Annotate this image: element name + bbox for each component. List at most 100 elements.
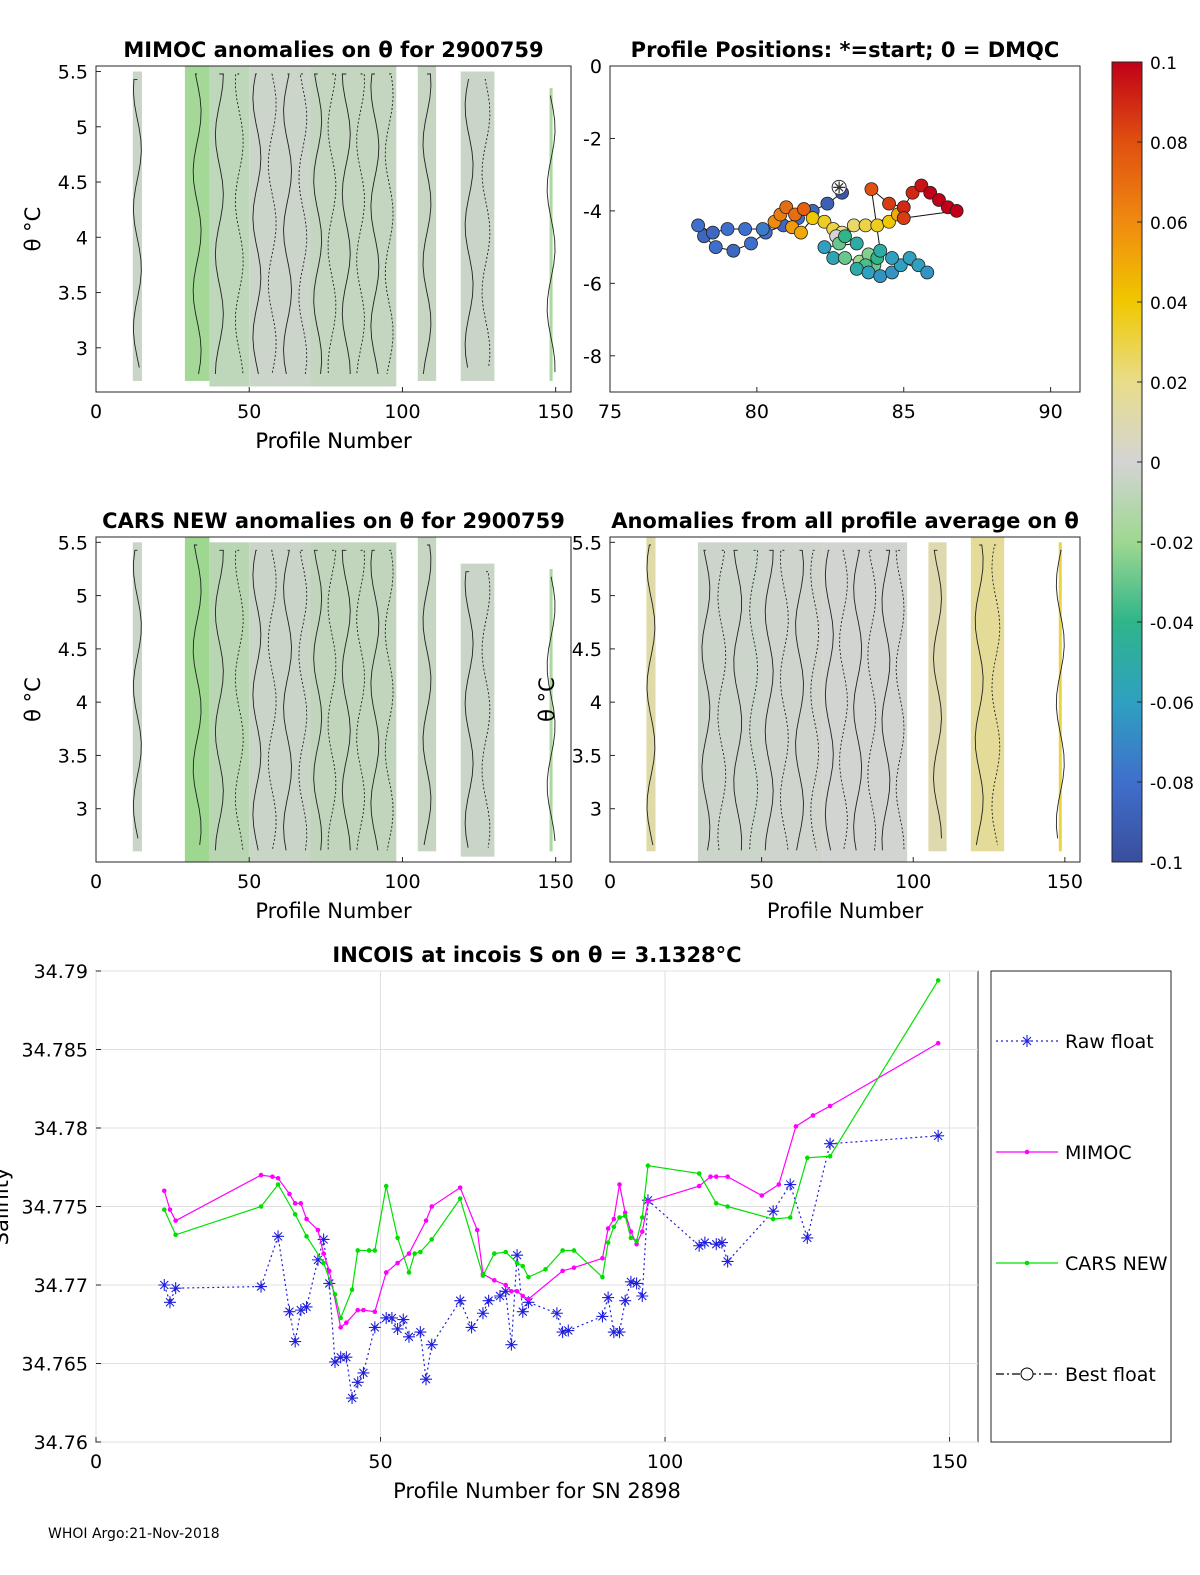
cars-contour-line (341, 549, 351, 851)
colorbar-tick-label: 0.1 (1150, 54, 1177, 74)
colorbar-tick-label: -0.04 (1150, 614, 1194, 634)
cars-ytick-label: 5 (76, 586, 88, 608)
cars-ytick-label: 3 (76, 799, 88, 821)
mimoc-ytick-label: 4.5 (58, 172, 88, 194)
cars-contour-line (234, 549, 244, 851)
mimoc-contour-line (356, 73, 365, 375)
raw-float-point (300, 1300, 313, 1313)
average-contour-line (701, 549, 711, 851)
position-point (885, 251, 899, 265)
series-point (474, 1227, 480, 1233)
cars-contour-line (422, 544, 432, 846)
position-point (873, 243, 888, 258)
position-point (861, 265, 876, 280)
series-point (338, 1315, 343, 1321)
raw-float-point (476, 1307, 489, 1320)
series-point (418, 1249, 423, 1255)
raw-float-point (340, 1351, 353, 1364)
salinity-ytick-label: 34.77 (34, 1275, 88, 1297)
legend-label: MIMOC (1065, 1142, 1132, 1164)
series-point (611, 1224, 617, 1230)
raw-float-point (402, 1330, 415, 1343)
raw-float-point (693, 1239, 706, 1252)
average-contour-line (895, 549, 905, 851)
positions-axes-frame (609, 65, 1081, 393)
series-point (406, 1251, 412, 1256)
series-point (759, 1193, 765, 1198)
series-point (457, 1185, 463, 1190)
position-point (864, 182, 879, 197)
series-point (514, 1260, 520, 1266)
footer-credit: WHOI Argo:21-Nov-2018 (48, 1526, 220, 1542)
legend-label: Best float (1065, 1364, 1156, 1386)
mimoc-axes-frame (95, 65, 572, 393)
series-point (520, 1263, 526, 1269)
position-point (794, 225, 808, 240)
raw-float-point (613, 1326, 626, 1339)
series-point (349, 1287, 355, 1293)
salinity-ytick-label: 34.775 (22, 1197, 88, 1219)
cars-contour-line (370, 549, 380, 851)
colorbar-tick-label: -0.08 (1150, 774, 1194, 794)
series-point (292, 1201, 298, 1206)
average-ytick-label: 4.5 (572, 639, 602, 661)
position-point (838, 229, 852, 244)
raw-float-point (801, 1231, 814, 1244)
salinity-ytick-label: 34.79 (34, 961, 88, 983)
series-point (429, 1204, 435, 1209)
series-point (372, 1248, 378, 1253)
series-point (725, 1174, 730, 1179)
average-contour-line (779, 549, 789, 851)
raw-float-point (391, 1322, 404, 1335)
raw-float-point (283, 1305, 296, 1318)
series-point (423, 1218, 429, 1223)
series-point (355, 1248, 361, 1253)
mimoc-contour-line (546, 95, 556, 373)
mimoc-contour-line (313, 73, 323, 375)
series-point (708, 1174, 713, 1179)
position-point (873, 269, 888, 283)
positions-xtick-label: 85 (892, 401, 916, 423)
mimoc-title: MIMOC anomalies on θ for 2900759 (123, 38, 543, 62)
cars-contour-line (267, 549, 277, 851)
series-point (617, 1215, 622, 1220)
cars-ytick-label: 4 (76, 692, 88, 714)
series-point (321, 1260, 326, 1266)
raw-float-point (368, 1321, 381, 1334)
series-point (514, 1288, 520, 1294)
position-point (755, 222, 770, 236)
series-point (275, 1182, 281, 1187)
average-title: Anomalies from all profile average on θ (611, 509, 1079, 533)
positions-xtick-label: 90 (1039, 401, 1063, 423)
average-contour-line (824, 549, 834, 851)
average-contour-line (1055, 549, 1065, 839)
salinity-xtick-label: 50 (368, 1451, 392, 1473)
raw-float-point (619, 1294, 632, 1307)
mimoc-xtick-label: 150 (538, 401, 574, 423)
average-contour-line (881, 549, 891, 851)
cars-anomaly-column (310, 542, 397, 862)
series-point (173, 1218, 178, 1223)
series-point (372, 1309, 378, 1314)
series-point (696, 1171, 702, 1176)
series-point (639, 1229, 645, 1234)
cars-contour-line (546, 576, 556, 842)
average-contour-line (933, 549, 942, 839)
cars-contour-line (464, 571, 474, 848)
cars-anomaly-column (549, 568, 553, 852)
cars-anomaly-column (132, 542, 142, 852)
mimoc-anomaly-column (209, 66, 250, 387)
series-point (492, 1251, 497, 1256)
raw-float-point (272, 1230, 285, 1243)
colorbar-tick-label: -0.02 (1150, 534, 1194, 554)
salinity-xtick-label: 100 (647, 1451, 683, 1473)
legend-dot-icon (1024, 1260, 1030, 1266)
series-point (366, 1248, 372, 1253)
mimoc-contour-line (341, 73, 351, 375)
position-point (796, 202, 811, 216)
series-point (571, 1248, 577, 1253)
series-point (327, 1268, 332, 1274)
raw-float-point (550, 1307, 563, 1320)
cars-xtick-label: 150 (538, 871, 574, 893)
